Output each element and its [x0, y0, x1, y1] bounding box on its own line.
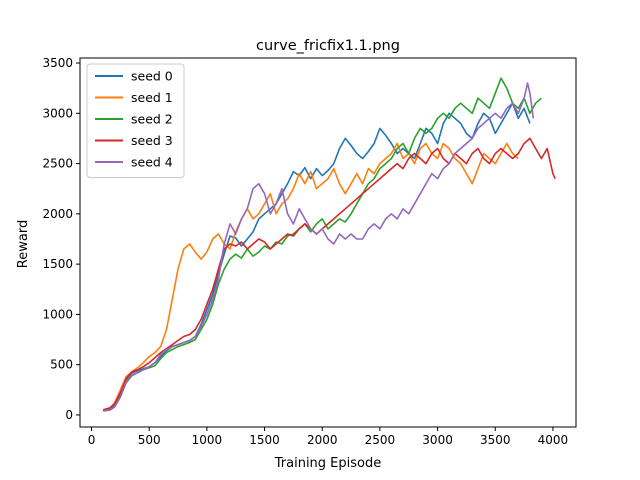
legend-label: seed 0: [131, 69, 173, 84]
x-tick-label: 1000: [192, 433, 223, 447]
series-line-seed-2: [102, 77, 542, 412]
legend: seed 0 seed 1 seed 2 seed 3 seed 4: [86, 63, 185, 178]
x-tick-label: 1500: [249, 433, 280, 447]
x-tick-label: 2000: [307, 433, 338, 447]
legend-label: seed 1: [131, 90, 173, 105]
chart-title: curve_fricfix1.1.png: [256, 38, 400, 54]
y-axis-label: Reward: [16, 220, 31, 268]
x-tick-label: 4000: [538, 433, 569, 447]
legend-label: seed 3: [131, 133, 173, 148]
plot-frame: [79, 57, 577, 428]
legend-label: seed 4: [131, 155, 173, 170]
y-tick-label: 2500: [42, 157, 73, 171]
series-lines: [102, 77, 556, 412]
x-tick-label: 0: [88, 433, 96, 447]
x-tick-label: 3000: [422, 433, 453, 447]
x-axis: 0 500 1000 1500 2000 2500 3000 3500 4000: [88, 427, 568, 447]
x-tick-label: 500: [138, 433, 161, 447]
series-line-seed-1: [102, 142, 519, 411]
series-line-seed-4: [102, 82, 535, 412]
y-tick-label: 3000: [42, 106, 73, 120]
y-tick-label: 500: [50, 358, 73, 372]
x-axis-label: Training Episode: [274, 456, 381, 471]
y-tick-label: 1000: [42, 307, 73, 321]
y-tick-label: 2000: [42, 207, 73, 221]
x-tick-label: 3500: [480, 433, 511, 447]
y-tick-label: 0: [65, 408, 73, 422]
y-tick-label: 3500: [42, 56, 73, 70]
y-axis: 0 500 1000 1500 2000 2500 3000 3500: [42, 56, 80, 422]
x-tick-label: 2500: [365, 433, 396, 447]
series-line-seed-3: [102, 137, 556, 411]
legend-box: [86, 63, 185, 178]
y-tick-label: 1500: [42, 257, 73, 271]
legend-label: seed 2: [131, 112, 173, 127]
